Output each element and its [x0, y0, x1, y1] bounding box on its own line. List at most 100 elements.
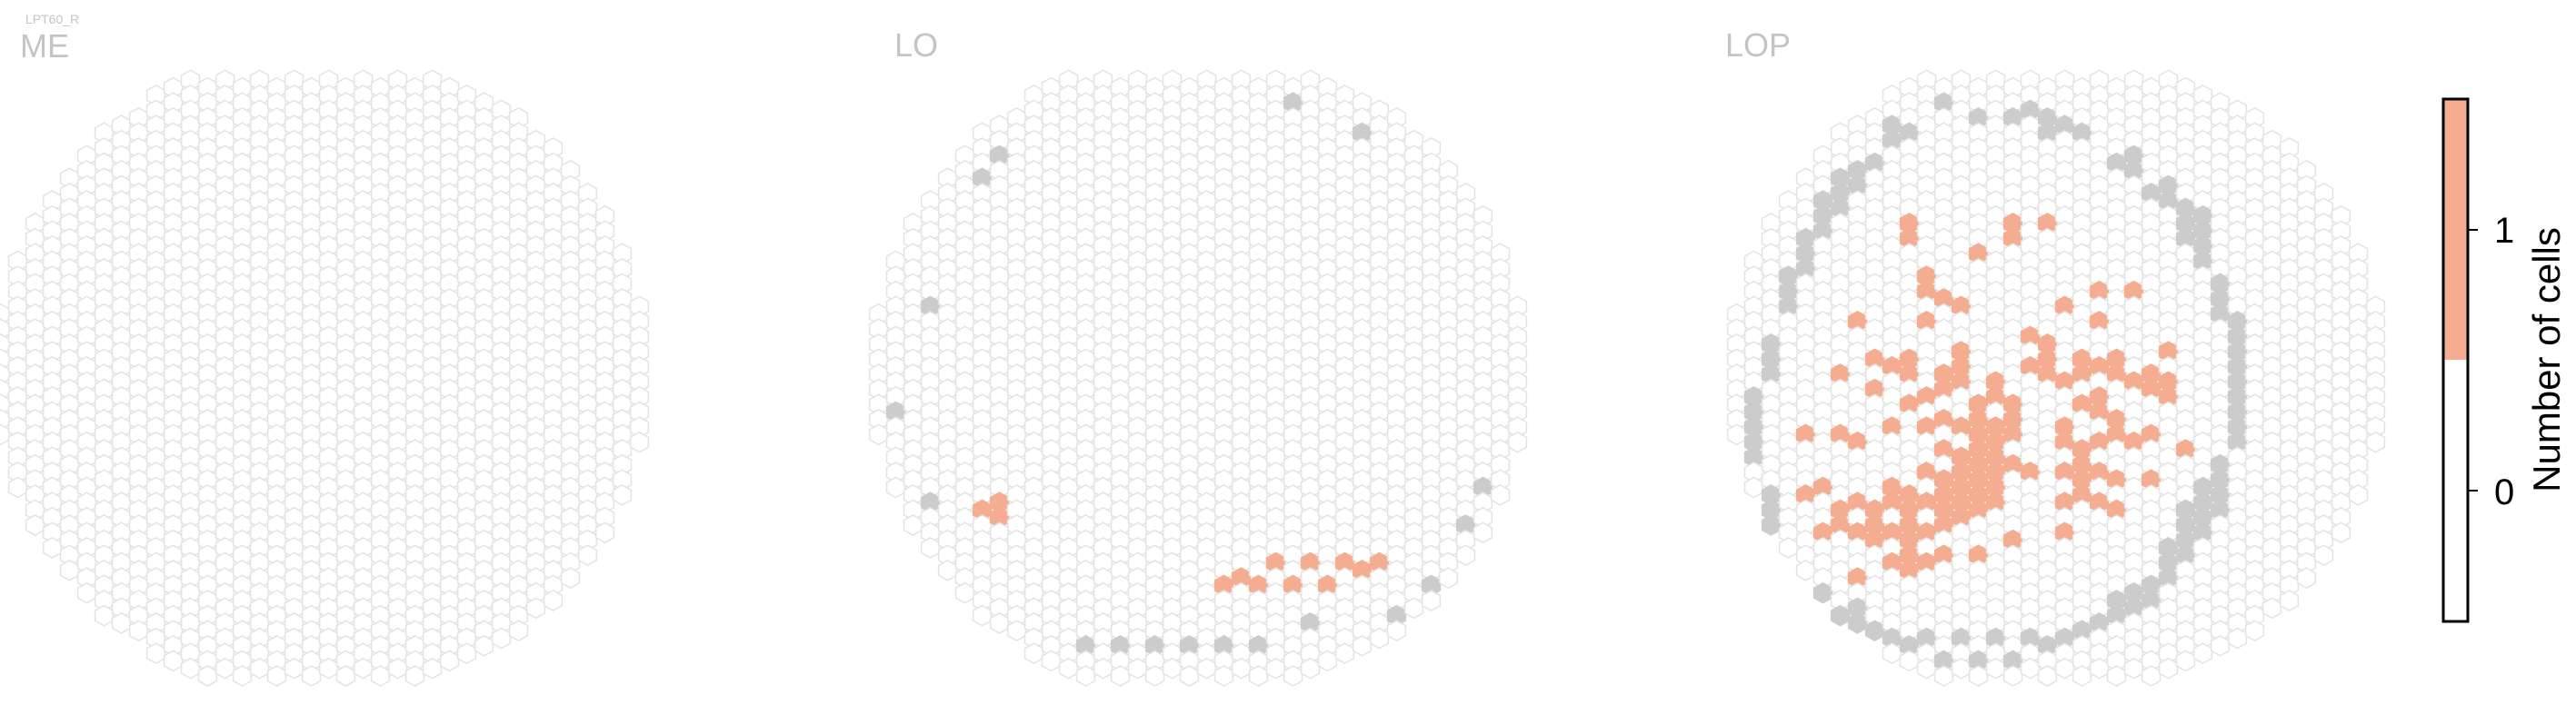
lo-hex-cell-empty — [1196, 657, 1217, 680]
lop-hex-cell-empty — [2089, 657, 2110, 680]
me-hex-cell-empty — [215, 657, 235, 680]
me-hex-cell-empty — [474, 634, 494, 657]
lop-hex-cell-inactive — [1864, 620, 1885, 642]
lop-hex-cell-empty — [1951, 657, 1972, 680]
me-hex-cell-empty — [232, 665, 253, 687]
lo-hex-cell-empty — [1110, 665, 1131, 687]
me-hex-cell-empty — [249, 657, 270, 680]
me-hex-cell-empty — [318, 657, 339, 680]
me-hex-cell-empty — [128, 620, 149, 642]
me-hex-cell-empty — [439, 650, 460, 672]
lop-hex-cell-empty — [2365, 431, 2386, 453]
me-hex-cell-empty — [577, 544, 598, 567]
me-hex-cell-empty — [491, 627, 512, 650]
me-hex-cell-empty — [163, 650, 184, 672]
lop-hex-cell-empty — [2141, 665, 2162, 687]
lop-hex-cell-empty — [2175, 650, 2196, 672]
lo-hex-cell-empty — [954, 581, 975, 604]
lo-hex-cell-empty — [1317, 650, 1338, 672]
lo-hex-cell-empty — [1144, 665, 1165, 687]
me-hex-cell-empty — [94, 604, 115, 627]
lo-hex-cell-empty — [1058, 657, 1079, 680]
lop-hex-cell-empty — [2123, 657, 2144, 680]
lo-hex-cell-empty — [1490, 483, 1511, 506]
lo-hex-cell-empty — [885, 476, 906, 499]
colorbar: 1 0 Number of cells — [2441, 97, 2568, 623]
me-hex-cell-empty — [508, 620, 529, 642]
lo-hex-cell-empty — [1507, 431, 1528, 453]
lop-hex-cell-empty — [1882, 642, 1902, 664]
lop-hex-cell-empty — [2020, 657, 2041, 680]
lo-hex-cell-empty — [1369, 627, 1390, 650]
lop-hex-cell-empty — [2261, 597, 2282, 620]
me-hex-cell-empty — [594, 521, 615, 544]
lop-hex-cell-empty — [2210, 634, 2231, 657]
lo-hex-cell-empty — [1127, 657, 1148, 680]
lop-hex-cell-empty — [1743, 476, 1764, 499]
lop-hex-cell-inactive — [1761, 514, 1782, 536]
me-hex-cell-empty — [456, 642, 477, 664]
colorbar-tick-label-0: 0 — [2494, 472, 2514, 512]
lo-hex-cell-empty — [1041, 650, 1062, 672]
lop-hex-cell-empty — [2054, 657, 2075, 680]
lop-hex-cell-empty — [1985, 657, 2006, 680]
lo-hex-cell-empty — [1455, 544, 1476, 567]
lop-hex-cell-inactive — [1847, 612, 1868, 634]
lop-hex-cell-empty — [1916, 657, 1937, 680]
lo-hex-cell-empty — [920, 537, 941, 559]
me-hex-cell-empty — [422, 657, 443, 680]
me-hex-cell-empty — [560, 567, 581, 589]
colorbar-label: Number of cells — [2525, 227, 2568, 492]
lop-hex-cell-empty — [2037, 665, 2058, 687]
lo-hex-cell-empty — [1213, 665, 1234, 687]
lop-hex-cell-empty — [2331, 521, 2351, 544]
lo-hex-cell-empty — [1421, 590, 1442, 611]
me-hex-cell-empty — [180, 657, 201, 680]
me-hex-cell-empty — [370, 665, 391, 687]
lo-hex-cell-empty — [1473, 521, 1493, 544]
lo-hex-cell-empty — [868, 423, 889, 446]
me-hex-cell-empty — [42, 537, 63, 559]
lop-hex-cell-empty — [1899, 650, 1920, 672]
lo-hex-cell-empty — [1352, 634, 1373, 657]
me-hex-cell-empty — [7, 476, 28, 499]
lop-hex-cell-empty — [2227, 627, 2248, 650]
lo-hex-cell-empty — [1265, 657, 1286, 680]
lop-hex-cell-empty — [1726, 423, 1747, 446]
me-hex-cell-empty — [25, 514, 45, 536]
lo-hex-cell-empty — [1403, 597, 1424, 620]
panel-title-lo: LO — [894, 26, 938, 64]
lop-hex-cell-inactive — [1830, 604, 1851, 627]
me-hex-cell-empty — [525, 597, 546, 620]
me-hex-cell-empty — [0, 423, 11, 446]
me-hex-cell-empty — [335, 665, 356, 687]
me-hex-cell-empty — [145, 642, 166, 664]
lop-hex-cell-empty — [2348, 483, 2369, 506]
colorbar-segment-high — [2443, 99, 2468, 360]
me-hex-cell-empty — [543, 590, 564, 611]
me-hex-cell-empty — [76, 581, 97, 604]
me-hex-cell-empty — [629, 431, 650, 453]
lop-hex-cell-empty — [2002, 665, 2023, 687]
me-hex-cell-empty — [353, 657, 374, 680]
lo-hex-cell-empty — [1093, 657, 1113, 680]
lop-hex-cell-inactive — [1812, 581, 1833, 604]
lo-hex-cell-empty — [1248, 665, 1269, 687]
lo-hex-cell-empty — [1300, 657, 1321, 680]
me-hex-cell-empty — [266, 665, 287, 687]
lo-hex-cell-empty — [1179, 665, 1200, 687]
lop-hex-cell-empty — [2106, 665, 2127, 687]
lop-hex-cell-empty — [2072, 665, 2092, 687]
lop-hex-cell-empty — [2279, 590, 2300, 611]
lo-hex-cell-empty — [1075, 665, 1096, 687]
cell-type-label: LPT60_R — [25, 12, 79, 26]
lop-hex-cell-empty — [2192, 642, 2213, 664]
lop-hex-panel — [1726, 69, 2386, 687]
me-hex-cell-empty — [612, 483, 633, 506]
me-hex-cell-empty — [301, 665, 322, 687]
lop-hex-cell-empty — [2313, 544, 2334, 567]
lop-hex-cell-empty — [1968, 665, 1989, 687]
me-hex-panel — [0, 69, 650, 687]
lo-hex-cell-empty — [1283, 665, 1303, 687]
colorbar-segment-low — [2443, 360, 2468, 621]
